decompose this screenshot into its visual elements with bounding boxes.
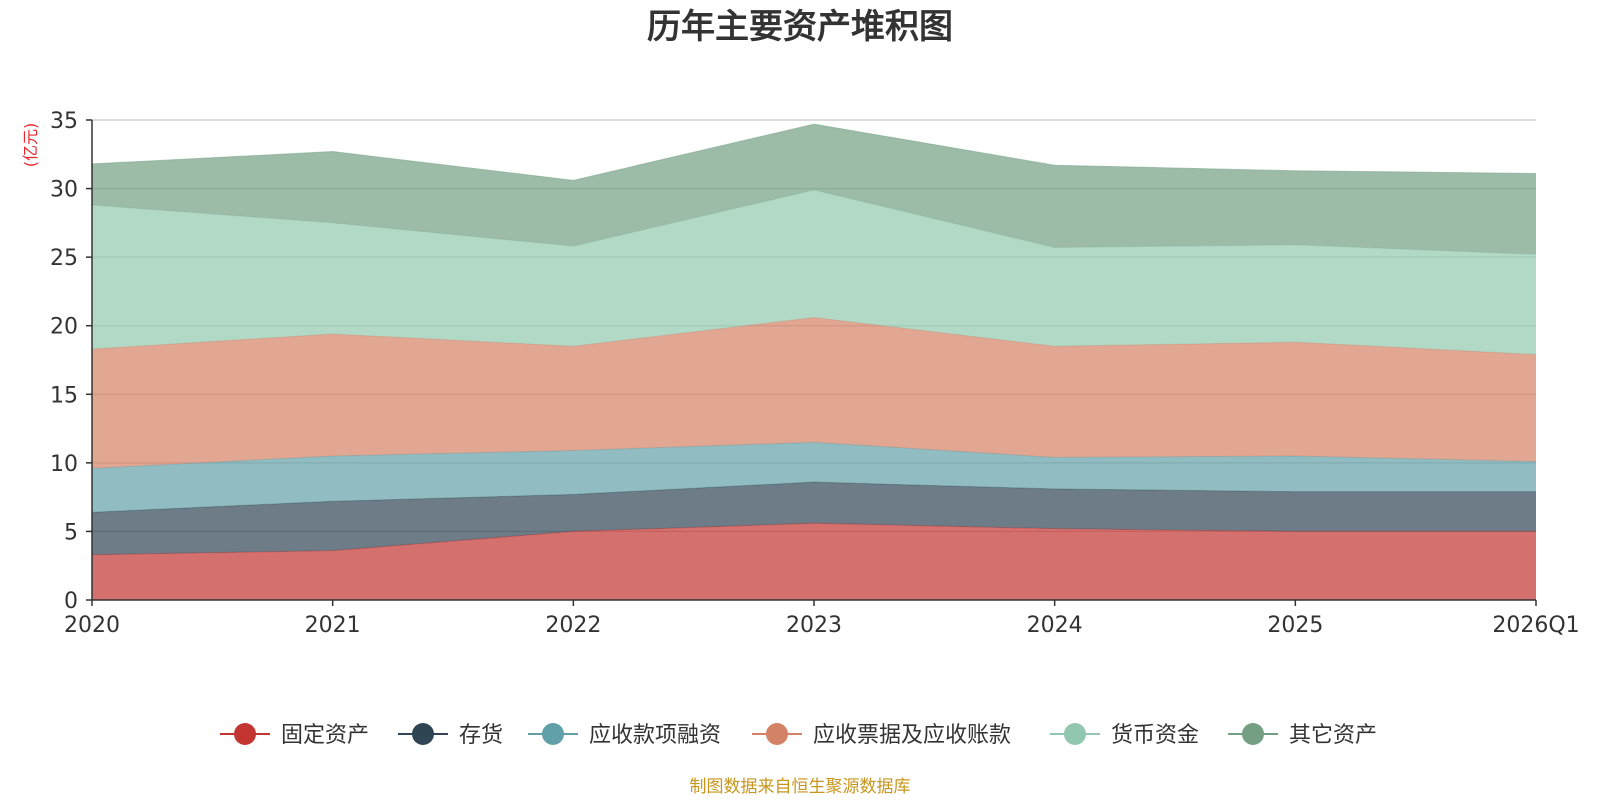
legend-label-3: 应收票据及应收账款 — [813, 723, 1011, 748]
legend-label-5: 其它资产 — [1289, 723, 1377, 748]
legend-label-0: 固定资产 — [281, 723, 369, 748]
y-tick-label-25: 25 — [50, 246, 78, 271]
x-tick-label-5: 2025 — [1267, 613, 1323, 638]
chart-title: 历年主要资产堆积图 — [647, 7, 953, 47]
legend-item-3[interactable]: 应收票据及应收账款 — [752, 723, 1011, 748]
y-tick-label-30: 30 — [50, 178, 78, 203]
legend-label-2: 应收款项融资 — [589, 723, 721, 748]
y-tick-label-5: 5 — [64, 520, 78, 545]
x-tick-label-1: 2021 — [305, 613, 361, 638]
legend-marker-4 — [1064, 723, 1086, 745]
x-tick-label-2: 2022 — [545, 613, 601, 638]
y-axis-unit-label: (亿元) — [21, 123, 40, 168]
legend-item-4[interactable]: 货币资金 — [1050, 723, 1199, 748]
data-source-note: 制图数据来自恒生聚源数据库 — [690, 777, 911, 797]
legend[interactable]: 固定资产 存货 应收款项融资 应收票据及应收账款 货币资金 其它资产 — [220, 723, 1377, 748]
legend-item-2[interactable]: 应收款项融资 — [528, 723, 721, 748]
x-tick-label-4: 2024 — [1027, 613, 1083, 638]
area-series-1 — [92, 482, 1536, 555]
y-tick-label-15: 15 — [50, 383, 78, 408]
area-line-series-5 — [91, 123, 1537, 181]
area-series-5 — [92, 124, 1536, 255]
area-series-2 — [92, 442, 1536, 513]
area-series-4 — [92, 189, 1536, 355]
y-tick-label-10: 10 — [50, 452, 78, 477]
legend-item-5[interactable]: 其它资产 — [1228, 723, 1377, 748]
area-series-3 — [92, 317, 1536, 469]
legend-label-1: 存货 — [459, 723, 503, 748]
legend-marker-2 — [542, 723, 564, 745]
y-tick-label-35: 35 — [50, 109, 78, 134]
legend-label-4: 货币资金 — [1111, 723, 1199, 748]
x-tick-label-6: 2026Q1 — [1492, 613, 1579, 638]
y-tick-label-20: 20 — [50, 315, 78, 340]
legend-marker-0 — [234, 723, 256, 745]
legend-item-1[interactable]: 存货 — [398, 723, 503, 748]
y-tick-label-0: 0 — [64, 589, 78, 614]
x-tick-label-0: 2020 — [64, 613, 120, 638]
area-series — [91, 123, 1537, 600]
legend-item-0[interactable]: 固定资产 — [220, 723, 369, 748]
legend-marker-1 — [412, 723, 434, 745]
area-series-0 — [92, 523, 1536, 600]
legend-marker-3 — [766, 723, 788, 745]
legend-marker-5 — [1242, 723, 1264, 745]
x-tick-label-3: 2023 — [786, 613, 842, 638]
